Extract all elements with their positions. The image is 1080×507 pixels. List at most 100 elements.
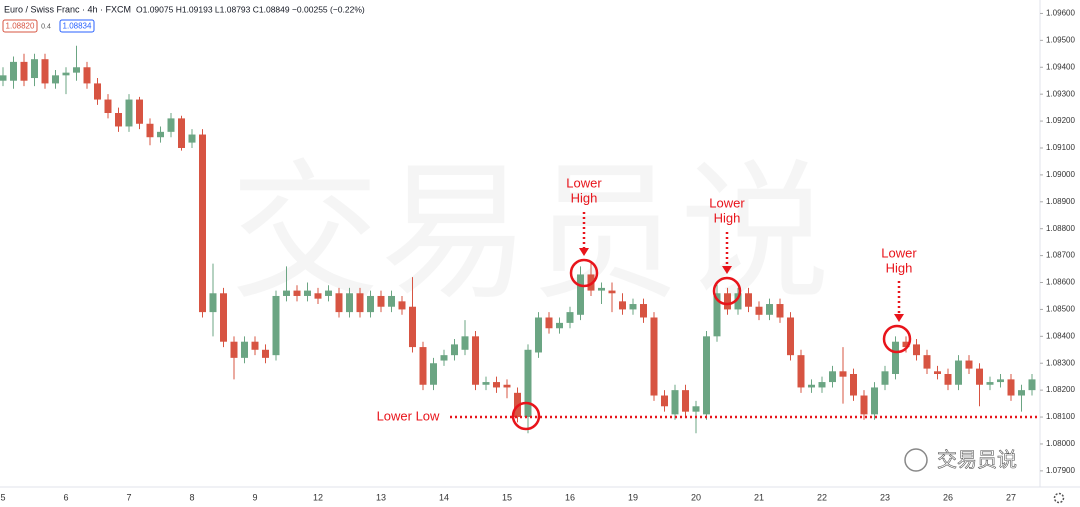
candle-body [671, 390, 679, 415]
candle-body [346, 293, 353, 313]
candle-body [115, 113, 122, 127]
candle-body [944, 373, 952, 385]
candle-body [913, 344, 920, 356]
annotation: Lower [709, 195, 745, 210]
candle-body [472, 336, 479, 385]
candle-body [178, 118, 185, 148]
candle-body [104, 99, 112, 114]
x-tick-label: 23 [880, 492, 890, 502]
y-tick-label: 1.08300 [1046, 358, 1075, 367]
candle-body [398, 301, 406, 310]
candle-body [188, 134, 196, 143]
candle-body [965, 360, 973, 369]
logo-icon [904, 448, 928, 472]
candle-body [556, 322, 563, 329]
x-tick-label: 14 [439, 492, 449, 502]
candle-body [818, 382, 826, 388]
x-tick-label: 26 [943, 492, 953, 502]
candle-body [955, 360, 962, 385]
candle-body [997, 379, 1004, 383]
y-tick-label: 1.08500 [1046, 305, 1075, 314]
candle-body [41, 59, 49, 84]
candle-body [230, 341, 238, 358]
candle-body [31, 59, 38, 79]
x-tick-label: 22 [817, 492, 827, 502]
candle-body [724, 293, 731, 310]
candle-body [682, 390, 689, 412]
candle-body [713, 293, 721, 337]
watermark: 交易员说 [230, 149, 830, 317]
candle-body [608, 290, 616, 294]
y-tick-label: 1.08900 [1046, 197, 1075, 206]
candle-body [125, 99, 133, 127]
sell-box[interactable] [2, 19, 38, 33]
y-tick-label: 1.08100 [1046, 412, 1075, 421]
x-tick-label: 7 [126, 492, 131, 502]
x-tick-label: 8 [189, 492, 194, 502]
y-tick-label: 1.09200 [1046, 116, 1075, 125]
candle-body [650, 317, 658, 396]
candle-body [367, 295, 374, 313]
candle-body [251, 341, 259, 350]
x-tick-label: 12 [313, 492, 323, 502]
logo-text: 交易员说 [937, 448, 1017, 471]
candle-body [440, 355, 448, 361]
candle-body [83, 67, 91, 84]
candle-body [419, 347, 427, 385]
candle-body [808, 384, 815, 388]
gear[interactable] [1053, 492, 1065, 504]
y-tick-label: 1.08600 [1046, 278, 1075, 287]
candle-body [94, 83, 101, 100]
y-tick-label: 1.09300 [1046, 89, 1075, 98]
y-tick-label: 1.07900 [1046, 466, 1075, 475]
x-tick-label: 13 [376, 492, 386, 502]
annotation: Lower Low [377, 408, 440, 423]
candle-body [167, 118, 175, 132]
buy-price: 1.08834 [63, 22, 92, 31]
candle-body [388, 295, 395, 307]
candle-body [524, 349, 532, 418]
candle-body [1028, 379, 1036, 391]
y-tick-label: 1.09000 [1046, 170, 1075, 179]
candle-body [325, 290, 332, 296]
candle-body [461, 336, 469, 350]
candle-body [482, 382, 490, 385]
candle-body [850, 373, 857, 396]
candle-body [199, 134, 206, 313]
y-tick-label: 1.08400 [1046, 331, 1075, 340]
candle-body [10, 61, 17, 81]
candle-body [839, 371, 847, 377]
candle-body [692, 406, 700, 412]
annotation: High [714, 210, 741, 225]
candle-body [640, 304, 647, 318]
candle-body [314, 293, 322, 299]
annotation: Lower [881, 245, 917, 260]
candle-body [545, 317, 553, 329]
x-tick-label: 6 [63, 492, 68, 502]
candle-body [283, 290, 290, 296]
candle-body [745, 293, 752, 307]
x-tick-label: 21 [754, 492, 764, 502]
settings-icon[interactable] [1053, 492, 1065, 504]
y-tick-label: 1.08800 [1046, 224, 1075, 233]
candle-body [136, 99, 143, 124]
candle-body [241, 341, 248, 358]
candle-body [157, 131, 164, 138]
x-tick-label: 16 [565, 492, 575, 502]
candle-body [503, 384, 511, 388]
candle-body [220, 293, 227, 342]
candle-body [535, 317, 542, 353]
candle-body [776, 304, 784, 318]
candle-body [934, 371, 941, 374]
buy-box[interactable] [59, 19, 95, 33]
candle-body [566, 312, 574, 323]
candle-body [377, 295, 385, 307]
candle-body [493, 382, 500, 388]
candle-body [451, 344, 458, 356]
candle-body [430, 363, 437, 385]
candle-body [293, 290, 301, 296]
candle-body [1007, 379, 1015, 396]
y-tick-label: 1.09500 [1046, 35, 1075, 44]
candle-body [734, 293, 742, 310]
